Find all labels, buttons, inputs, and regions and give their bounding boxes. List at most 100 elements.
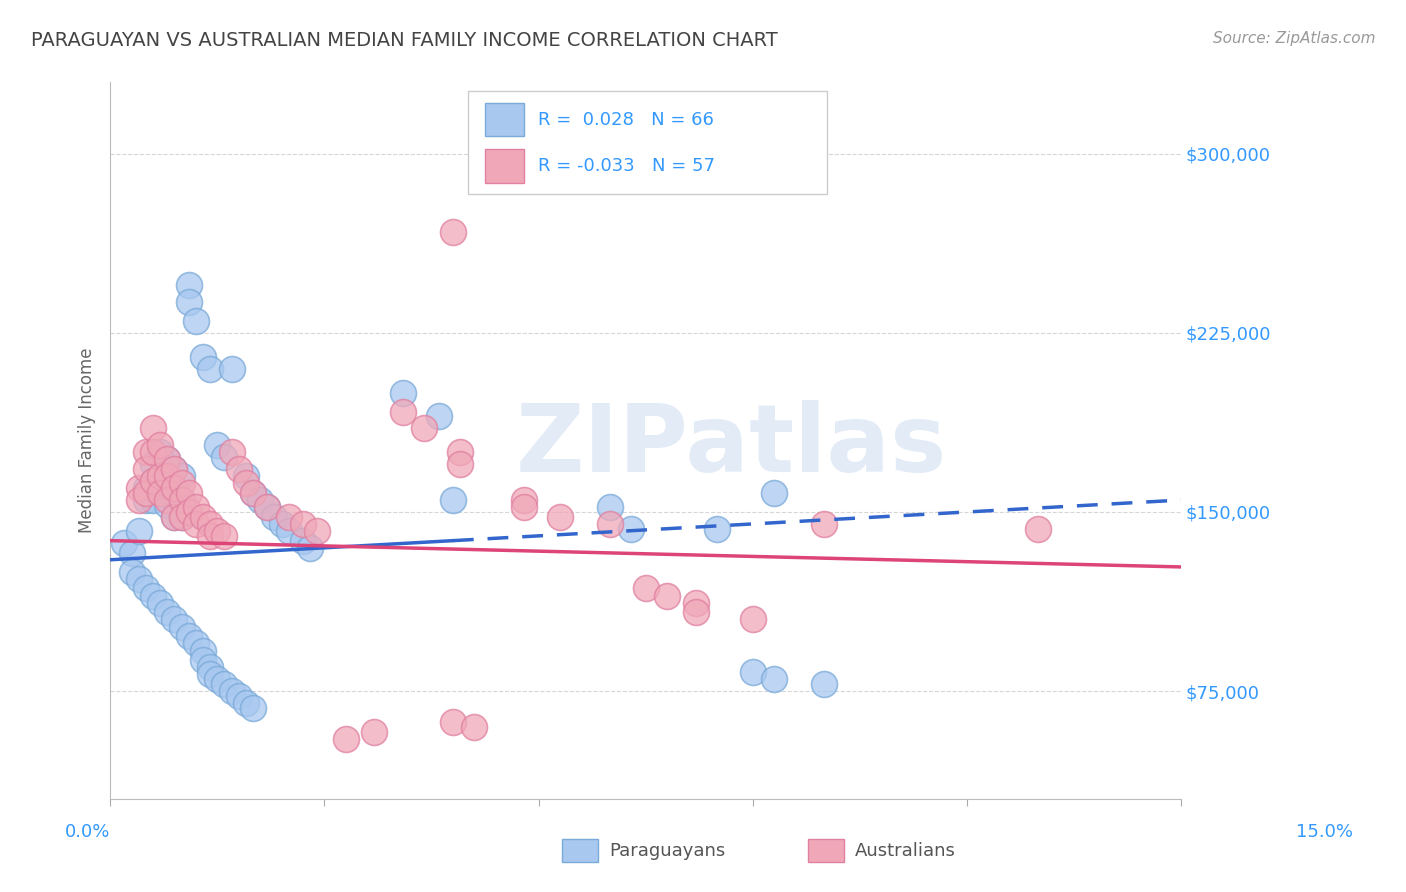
Point bbox=[813, 516, 835, 531]
Point bbox=[291, 516, 314, 531]
Point bbox=[242, 486, 264, 500]
Point bbox=[142, 445, 165, 459]
Point bbox=[214, 677, 236, 691]
Point bbox=[135, 462, 157, 476]
Point bbox=[170, 469, 193, 483]
Point bbox=[184, 314, 207, 328]
Point bbox=[634, 582, 657, 596]
Point bbox=[135, 493, 157, 508]
Point bbox=[228, 462, 250, 476]
Point bbox=[363, 724, 385, 739]
Point bbox=[135, 486, 157, 500]
Point bbox=[256, 500, 278, 515]
Point bbox=[441, 226, 464, 240]
Point bbox=[221, 361, 243, 376]
Point bbox=[214, 529, 236, 543]
Point bbox=[191, 653, 214, 667]
Point bbox=[207, 672, 229, 686]
Point bbox=[392, 404, 415, 418]
Point bbox=[763, 486, 786, 500]
Text: Australians: Australians bbox=[855, 841, 956, 860]
Point bbox=[214, 450, 236, 464]
Point bbox=[249, 493, 271, 508]
Point bbox=[128, 572, 150, 586]
Point bbox=[142, 421, 165, 435]
Point bbox=[1028, 522, 1050, 536]
Point bbox=[163, 509, 186, 524]
Point bbox=[149, 486, 172, 500]
Text: Paraguayans: Paraguayans bbox=[609, 841, 725, 860]
Text: 0.0%: 0.0% bbox=[65, 822, 110, 840]
Point bbox=[149, 596, 172, 610]
Point bbox=[198, 529, 221, 543]
Point bbox=[177, 486, 200, 500]
Point bbox=[184, 636, 207, 650]
Point bbox=[706, 522, 728, 536]
Point bbox=[221, 684, 243, 698]
Point bbox=[235, 696, 257, 710]
Point bbox=[121, 546, 143, 560]
Point bbox=[128, 524, 150, 538]
Point bbox=[813, 677, 835, 691]
Point bbox=[299, 541, 322, 555]
Point bbox=[177, 277, 200, 292]
Point bbox=[163, 613, 186, 627]
Point bbox=[741, 613, 763, 627]
Point bbox=[163, 462, 186, 476]
Point bbox=[335, 731, 357, 746]
Point bbox=[207, 438, 229, 452]
Point bbox=[198, 660, 221, 674]
Point bbox=[149, 469, 172, 483]
Point bbox=[170, 493, 193, 508]
Point bbox=[207, 524, 229, 538]
Point bbox=[599, 500, 621, 515]
Point bbox=[198, 667, 221, 681]
Point bbox=[513, 500, 536, 515]
Point bbox=[156, 493, 179, 508]
Point bbox=[156, 469, 179, 483]
Point bbox=[198, 516, 221, 531]
Point bbox=[142, 589, 165, 603]
Point bbox=[135, 481, 157, 495]
Text: R = -0.033   N = 57: R = -0.033 N = 57 bbox=[538, 157, 716, 175]
Point bbox=[291, 533, 314, 548]
Point bbox=[263, 509, 285, 524]
Point bbox=[156, 452, 179, 467]
Point bbox=[449, 445, 471, 459]
Point bbox=[741, 665, 763, 679]
Point bbox=[170, 509, 193, 524]
Point bbox=[142, 493, 165, 508]
Point bbox=[270, 516, 292, 531]
Point bbox=[163, 462, 186, 476]
Point bbox=[156, 452, 179, 467]
Point bbox=[135, 582, 157, 596]
Point bbox=[191, 509, 214, 524]
Point bbox=[441, 493, 464, 508]
Point bbox=[191, 350, 214, 364]
Point bbox=[392, 385, 415, 400]
Point bbox=[548, 509, 571, 524]
Point bbox=[149, 486, 172, 500]
Point bbox=[177, 629, 200, 643]
Point bbox=[599, 516, 621, 531]
Text: PARAGUAYAN VS AUSTRALIAN MEDIAN FAMILY INCOME CORRELATION CHART: PARAGUAYAN VS AUSTRALIAN MEDIAN FAMILY I… bbox=[31, 31, 778, 50]
Point bbox=[170, 493, 193, 508]
Point bbox=[135, 445, 157, 459]
Point bbox=[170, 620, 193, 634]
Point bbox=[149, 445, 172, 459]
Point bbox=[449, 457, 471, 471]
Point bbox=[307, 524, 329, 538]
Point bbox=[441, 715, 464, 730]
Point bbox=[128, 493, 150, 508]
Point bbox=[149, 438, 172, 452]
Point bbox=[228, 689, 250, 703]
Point bbox=[163, 509, 186, 524]
Point bbox=[198, 361, 221, 376]
Point bbox=[149, 469, 172, 483]
Point bbox=[620, 522, 643, 536]
Point bbox=[242, 486, 264, 500]
Point bbox=[235, 476, 257, 491]
Point bbox=[163, 486, 186, 500]
Point bbox=[156, 481, 179, 495]
Y-axis label: Median Family Income: Median Family Income bbox=[79, 348, 96, 533]
